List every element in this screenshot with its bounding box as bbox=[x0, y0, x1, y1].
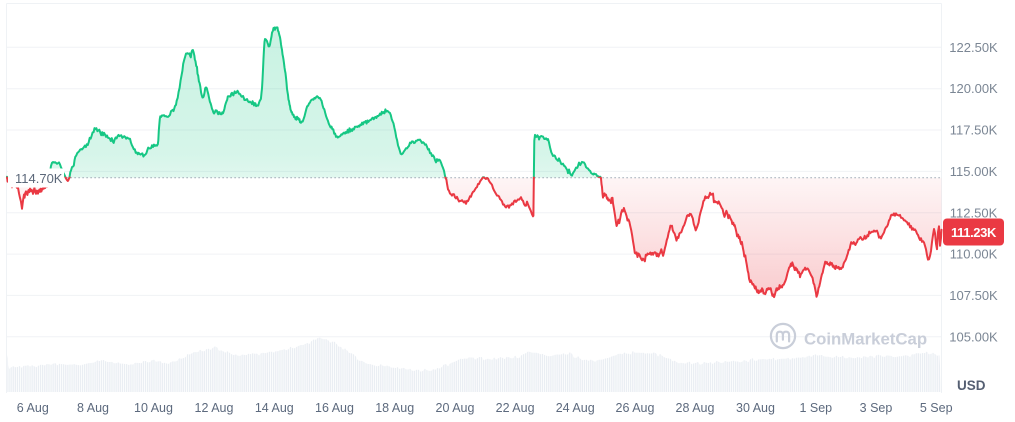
svg-text:30 Aug: 30 Aug bbox=[736, 401, 775, 415]
svg-text:24 Aug: 24 Aug bbox=[556, 401, 595, 415]
svg-text:20 Aug: 20 Aug bbox=[436, 401, 475, 415]
svg-text:122.50K: 122.50K bbox=[949, 40, 998, 55]
svg-text:120.00K: 120.00K bbox=[949, 81, 998, 96]
svg-text:16 Aug: 16 Aug bbox=[315, 401, 354, 415]
svg-text:28 Aug: 28 Aug bbox=[676, 401, 715, 415]
svg-text:10 Aug: 10 Aug bbox=[134, 401, 173, 415]
svg-text:1 Sep: 1 Sep bbox=[799, 401, 832, 415]
svg-text:14 Aug: 14 Aug bbox=[255, 401, 294, 415]
svg-text:115.00K: 115.00K bbox=[950, 164, 998, 179]
svg-text:22 Aug: 22 Aug bbox=[496, 401, 535, 415]
svg-text:114.70K: 114.70K bbox=[15, 171, 63, 186]
svg-text:26 Aug: 26 Aug bbox=[616, 401, 655, 415]
svg-text:111.23K: 111.23K bbox=[951, 225, 997, 240]
svg-text:107.50K: 107.50K bbox=[949, 288, 998, 303]
svg-text:USD: USD bbox=[957, 378, 986, 393]
svg-text:8 Aug: 8 Aug bbox=[77, 401, 109, 415]
svg-text:3 Sep: 3 Sep bbox=[860, 401, 893, 415]
svg-text:6 Aug: 6 Aug bbox=[17, 401, 49, 415]
svg-text:12 Aug: 12 Aug bbox=[195, 401, 234, 415]
svg-text:5 Sep: 5 Sep bbox=[920, 401, 953, 415]
svg-text:110.00K: 110.00K bbox=[950, 247, 998, 262]
svg-text:117.50K: 117.50K bbox=[950, 123, 998, 138]
svg-text:105.00K: 105.00K bbox=[949, 329, 998, 344]
svg-text:112.50K: 112.50K bbox=[950, 205, 998, 220]
svg-text:18 Aug: 18 Aug bbox=[375, 401, 414, 415]
svg-text:CoinMarketCap: CoinMarketCap bbox=[804, 330, 927, 349]
